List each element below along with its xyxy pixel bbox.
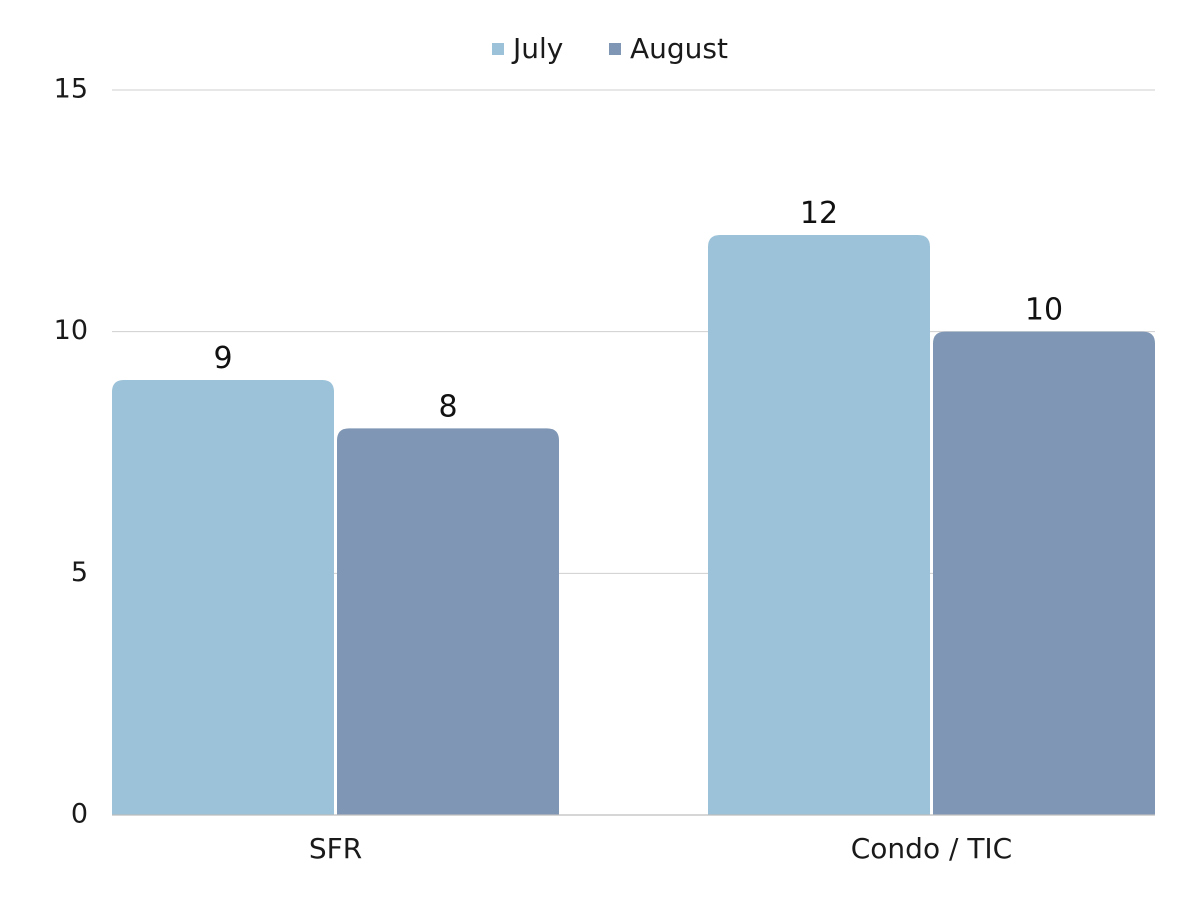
legend-label: July xyxy=(511,32,563,65)
x-category-label: Condo / TIC xyxy=(851,832,1012,865)
data-label: 8 xyxy=(438,389,457,424)
y-tick-label: 0 xyxy=(71,799,88,830)
data-label: 12 xyxy=(800,196,838,231)
bar-july-1 xyxy=(112,380,334,815)
data-label: 10 xyxy=(1025,293,1063,328)
y-tick-label: 15 xyxy=(54,74,88,105)
bar-july-2 xyxy=(708,235,930,815)
data-label: 9 xyxy=(213,341,232,376)
bars xyxy=(112,235,1155,815)
bar-august-1 xyxy=(337,428,559,815)
legend-label: August xyxy=(630,32,728,65)
axes: 0 5 10 15 SFR Condo / TIC xyxy=(54,74,1155,865)
legend-swatch-august xyxy=(609,43,621,55)
x-category-label: SFR xyxy=(309,832,362,865)
legend: July August xyxy=(492,32,728,65)
y-tick-label: 5 xyxy=(71,557,88,588)
bar-august-2 xyxy=(933,331,1155,815)
legend-swatch-july xyxy=(492,43,504,55)
y-tick-label: 10 xyxy=(54,315,88,346)
data-labels: 9 8 12 10 xyxy=(213,196,1063,424)
